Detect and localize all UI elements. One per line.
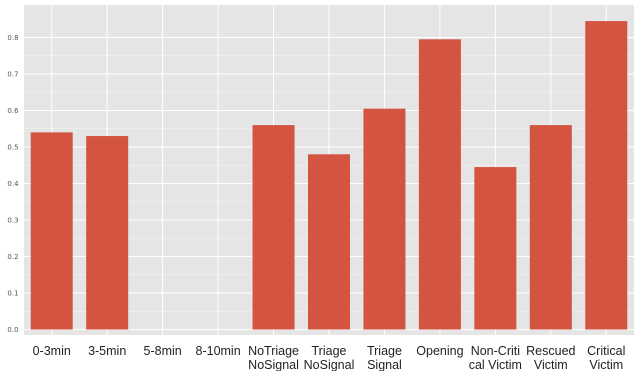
bar [308, 154, 350, 330]
y-tick-label: 0.3 [7, 217, 18, 225]
x-category-label: NoSignal [304, 358, 355, 371]
y-tick-labels: 0.0 0.1 0.2 0.3 0.4 0.5 0.6 0.7 0.8 [7, 34, 19, 334]
y-tick-label: 0.4 [7, 180, 19, 188]
x-category-label: Triage [312, 344, 347, 358]
x-category-label: NoSignal [248, 358, 299, 371]
x-category-label: 3-5min [88, 344, 126, 358]
x-category-label: Victim [534, 358, 568, 371]
bar [363, 108, 406, 330]
bar [86, 136, 129, 330]
bar [474, 167, 517, 330]
x-category-label: Critical [587, 344, 625, 358]
bar [30, 132, 73, 330]
y-tick-label: 0.7 [7, 71, 18, 79]
bar [252, 125, 295, 330]
x-category-label: Non-Criti [471, 344, 520, 358]
x-category-label: Rescued [526, 344, 575, 358]
bar [529, 125, 572, 330]
bars [30, 21, 628, 330]
x-category-label: 8-10min [196, 344, 241, 358]
y-tick-label: 0.2 [7, 253, 18, 261]
x-category-label: Triage [367, 344, 402, 358]
y-tick-label: 0.0 [7, 326, 18, 334]
x-category-label: 0-3min [33, 344, 71, 358]
y-tick-label: 0.8 [7, 34, 18, 42]
y-tick-label: 0.5 [7, 144, 18, 152]
x-category-label: Signal [367, 358, 402, 371]
x-category-label: cal Victim [469, 358, 522, 371]
x-category-labels: 0-3min 3-5min 5-8min 8-10min NoTriageNoSigna… [33, 344, 626, 371]
y-tick-label: 0.6 [7, 107, 19, 115]
x-category-label: NoTriage [248, 344, 299, 358]
x-category-label: Opening [416, 344, 463, 358]
x-category-label: Victim [589, 358, 623, 371]
bar [418, 39, 461, 330]
x-category-label: 5-8min [144, 344, 182, 358]
y-tick-label: 0.1 [7, 290, 18, 298]
bar [585, 21, 628, 330]
